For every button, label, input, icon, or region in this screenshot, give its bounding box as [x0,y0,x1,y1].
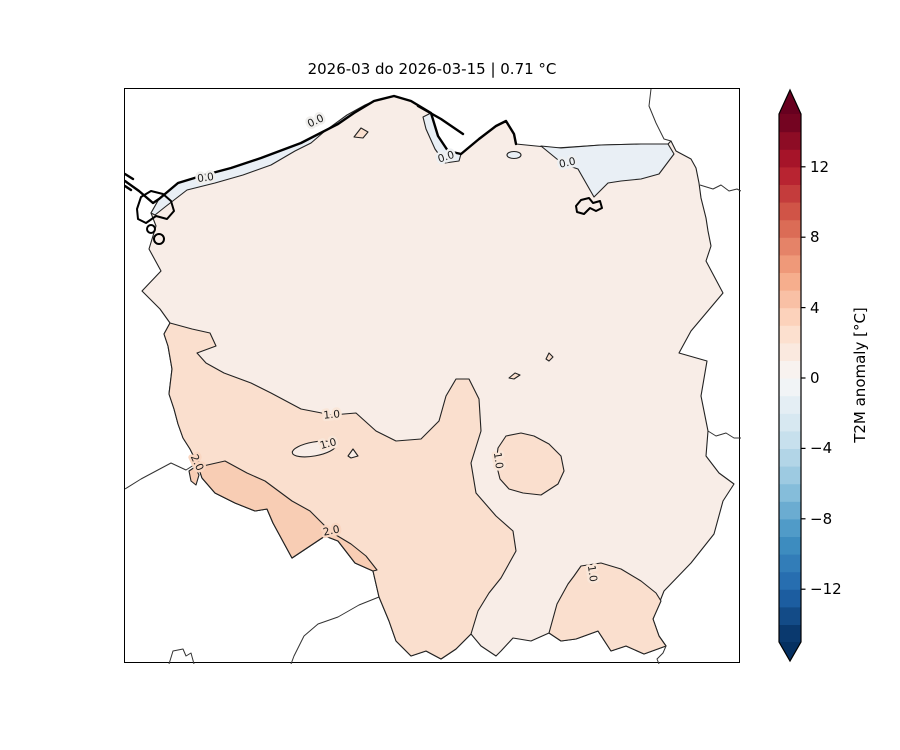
border-belarus-ukraine [708,431,741,438]
contour-label: 0.0 [196,171,214,185]
colorbar-tick-label: −8 [810,510,832,528]
colorbar-tick-label: 12 [810,158,829,176]
lagoon-islet-1 [147,225,155,233]
contour-label: 1.0 [491,451,505,469]
colorbar-tick-label: 4 [810,299,820,317]
border-germany-czech [125,463,197,489]
zone-negative-small-oval [507,152,521,159]
colorbar-segments [779,90,801,661]
map-axes-frame: 0.0 0.0 0.0 0.0 1.0 1.0 1.0 1.0 2.0 2.0 [124,88,740,663]
colorbar-tick-label: 8 [810,228,820,246]
colorbar-axis-label: T2M anomaly [°C] [851,275,873,475]
colorbar-tick-label: 0 [810,369,820,387]
colorbar-tick-label: −4 [810,439,832,457]
border-czech-austria [169,649,194,664]
contour-label: 0.0 [306,112,326,130]
border-russia-lithuania [649,89,671,141]
coast-edge-mark-2 [125,186,131,190]
plot-title: 2026-03 do 2026-03-15 | 0.71 °C [124,60,740,78]
figure-canvas: 2026-03 do 2026-03-15 | 0.71 °C [0,0,900,750]
border-czech-slovakia [291,597,379,664]
colorbar [778,88,812,663]
poland-anomaly-map: 0.0 0.0 0.0 0.0 1.0 1.0 1.0 1.0 2.0 2.0 [125,89,741,664]
contour-label: 1.0 [585,564,599,582]
coast-edge-mark-1 [125,174,133,179]
contour-label: 1.0 [323,408,341,421]
colorbar-tick-marks [801,167,806,589]
colorbar-tick-label: −12 [810,580,842,598]
border-lithuania-belarus [700,185,741,191]
